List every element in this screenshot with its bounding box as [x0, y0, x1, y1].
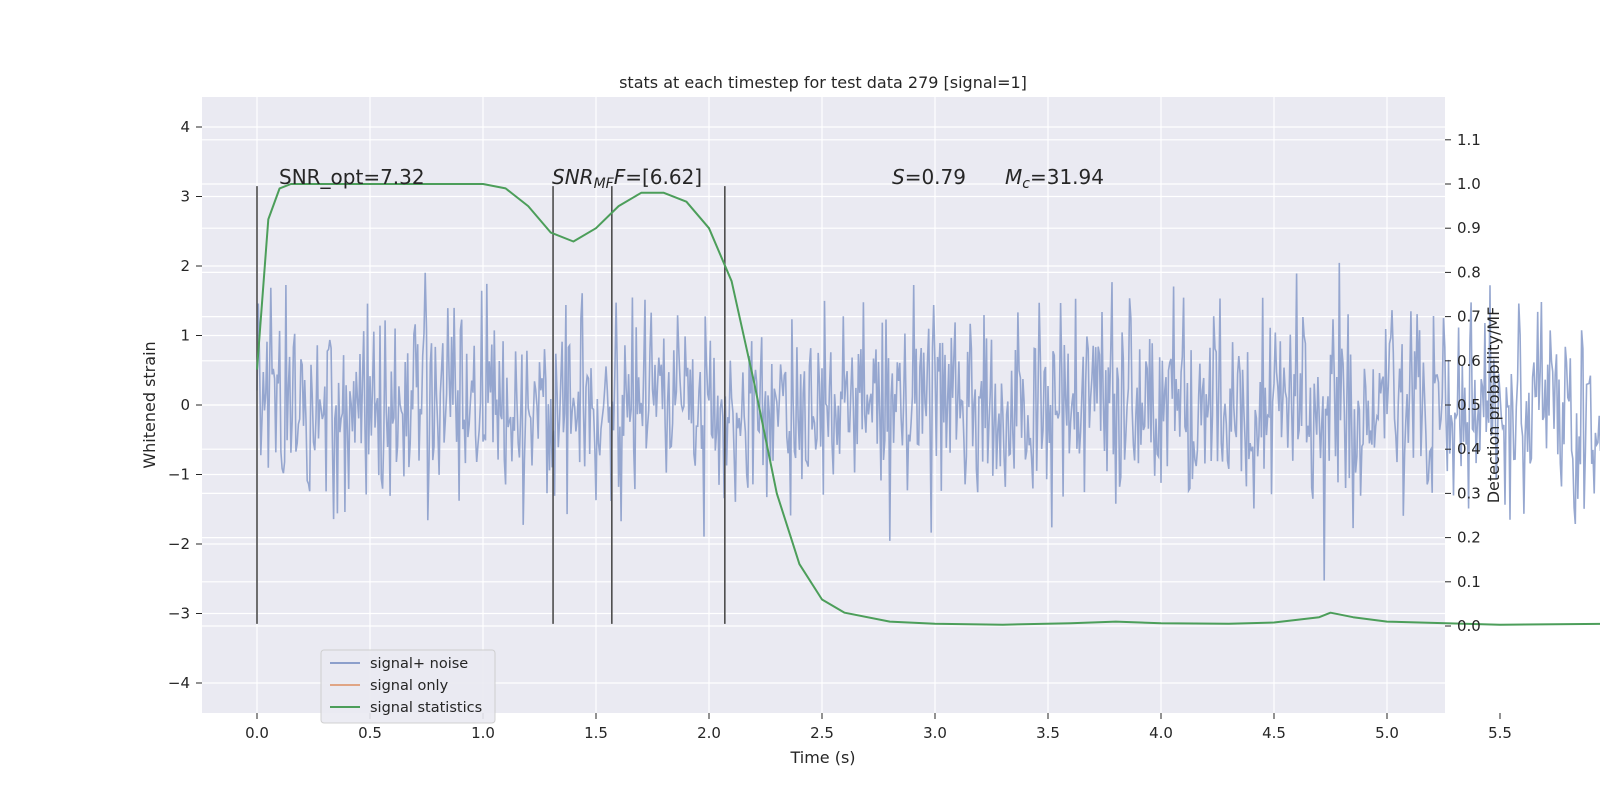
legend-label-stats: signal statistics — [370, 700, 482, 716]
y-right-tick-label: 0.1 — [1457, 573, 1481, 591]
y-left-tick-label: −1 — [168, 466, 190, 484]
y-right-tick-label: 0.9 — [1457, 219, 1481, 237]
s-value: =0.79 — [905, 165, 966, 189]
y-right-tick-label: 0.5 — [1457, 396, 1481, 414]
noise-series — [256, 262, 1600, 581]
x-tick-label: 1.0 — [471, 724, 495, 742]
x-tick-label: 2.5 — [810, 724, 834, 742]
x-tick-label: 5.0 — [1375, 724, 1399, 742]
x-tick-label: 4.5 — [1262, 724, 1286, 742]
mc-symbol: M — [1005, 165, 1022, 189]
x-tick-label: 5.5 — [1488, 724, 1512, 742]
statistics-line — [256, 183, 1600, 626]
y-right-tick-label: 0.7 — [1457, 308, 1481, 326]
y-right-tick-label: 1.1 — [1457, 131, 1481, 149]
y-axis-right-ticks: 1.1 1.0 0.9 0.8 0.7 0.6 0.5 0.4 0.3 0.2 0.1 0.0 — [1445, 131, 1481, 635]
y-left-tick-label: 0 — [180, 396, 190, 414]
y-left-tick-label: −2 — [168, 535, 190, 553]
legend-label-noise: signal+ noise — [370, 656, 468, 672]
y-left-tick-label: −3 — [168, 605, 190, 623]
vertical-markers — [256, 186, 726, 624]
legend: signal+ noise signal only signal statist… — [320, 649, 496, 724]
x-tick-label: 3.0 — [923, 724, 947, 742]
snr-mf-value: =[6.62] — [625, 165, 702, 189]
annotation-s: S=0.79 — [892, 165, 966, 189]
y-left-tick-label: −4 — [168, 674, 190, 692]
y-left-tick-label: 3 — [180, 188, 190, 206]
y-left-tick-label: 2 — [180, 257, 190, 275]
x-axis-label: Time (s) — [789, 748, 855, 767]
y-axis-right-label: Detection probability/MF — [1484, 307, 1503, 504]
mc-value: =31.94 — [1030, 165, 1104, 189]
snr-mf-subscript: MF — [594, 176, 615, 192]
snr-mf-symbol: SNR — [552, 165, 594, 189]
x-tick-label: 1.5 — [584, 724, 608, 742]
y-right-tick-label: 0.0 — [1457, 617, 1481, 635]
snr-mf-f: F — [614, 165, 626, 189]
mc-subscript: c — [1022, 176, 1030, 192]
y-axis-left-ticks: 4 3 2 1 0 −1 −2 −3 −4 — [168, 118, 202, 692]
x-tick-label: 4.0 — [1149, 724, 1173, 742]
s-symbol: S — [892, 165, 905, 189]
annotation-snr-opt: SNR_opt=7.32 — [279, 165, 425, 189]
y-right-tick-label: 0.4 — [1457, 440, 1481, 458]
y-right-tick-label: 0.6 — [1457, 352, 1481, 370]
y-left-tick-label: 4 — [180, 118, 190, 136]
x-tick-label: 2.0 — [697, 724, 721, 742]
x-tick-label: 0.0 — [245, 724, 269, 742]
y-right-tick-label: 1.0 — [1457, 175, 1481, 193]
statistics-series — [256, 183, 1600, 626]
y-axis-left-label: Whitened strain — [140, 341, 159, 468]
legend-box — [320, 649, 496, 724]
x-tick-label: 3.5 — [1036, 724, 1060, 742]
y-right-tick-label: 0.8 — [1457, 263, 1481, 281]
y-left-tick-label: 1 — [180, 327, 190, 345]
y-right-tick-label: 0.3 — [1457, 484, 1481, 502]
y-right-tick-label: 0.2 — [1457, 529, 1481, 547]
annotation-snr-mf: SNRMFF=[6.62] — [552, 165, 702, 192]
noise-line — [256, 262, 1600, 581]
chart-title: stats at each timestep for test data 279… — [619, 73, 1027, 92]
legend-label-signal: signal only — [370, 678, 449, 694]
x-tick-label: 0.5 — [358, 724, 382, 742]
x-axis-ticks: 0.00.51.01.52.02.53.03.54.04.55.05.56.06… — [245, 713, 1512, 742]
annotation-mc: Mc=31.94 — [1005, 165, 1104, 192]
